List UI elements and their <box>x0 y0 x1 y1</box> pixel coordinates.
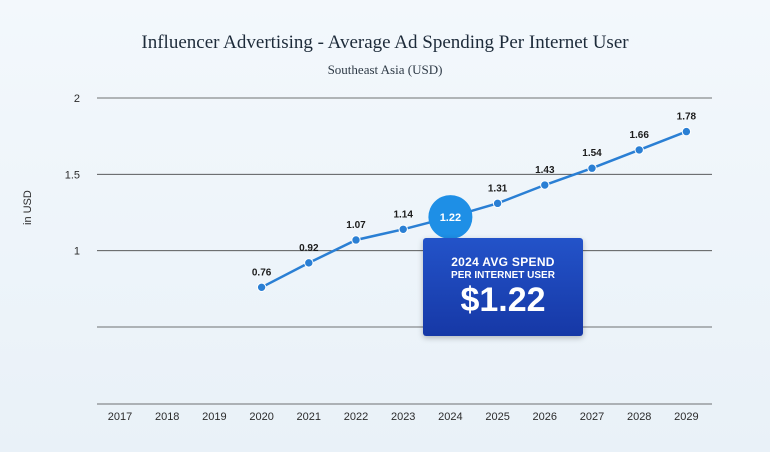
data-point <box>398 224 408 234</box>
data-point <box>256 282 267 293</box>
chart-title: Influencer Advertising - Average Ad Spen… <box>141 32 629 53</box>
data-point <box>304 258 314 268</box>
callout-value: $1.22 <box>460 281 546 319</box>
x-tick-label: 2024 <box>438 411 462 423</box>
y-tick-label: 1.5 <box>65 169 80 181</box>
data-point <box>587 163 597 173</box>
x-tick-label: 2023 <box>391 411 415 423</box>
y-tick-label: 1 <box>74 246 80 258</box>
data-label: 0.92 <box>299 243 319 254</box>
highlight-label: 1.22 <box>440 212 461 224</box>
x-tick-label: 2018 <box>155 411 179 423</box>
x-tick-label: 2017 <box>108 411 132 423</box>
data-label: 1.14 <box>393 209 413 220</box>
x-tick-label: 2019 <box>202 411 226 423</box>
data-point <box>681 126 692 137</box>
data-point <box>634 145 644 155</box>
x-tick-label: 2022 <box>344 411 368 423</box>
avg-spend-callout: 2024 AVG SPEND PER INTERNET USER $1.22 <box>423 238 583 336</box>
series-line <box>261 130 687 289</box>
data-label: 1.66 <box>629 130 649 141</box>
data-point <box>351 235 361 245</box>
data-point <box>492 198 503 209</box>
data-label: 1.07 <box>346 220 366 231</box>
data-point <box>540 180 550 190</box>
highlight-marker <box>428 195 473 240</box>
callout-line1: 2024 AVG SPEND <box>451 255 555 269</box>
x-tick-label: 2021 <box>297 411 321 423</box>
data-label: 1.43 <box>535 165 555 176</box>
chart-subtitle: Southeast Asia (USD) <box>327 62 443 77</box>
x-tick-label: 2028 <box>627 411 651 423</box>
x-tick-label: 2025 <box>485 411 509 423</box>
x-tick-label: 2027 <box>580 411 604 423</box>
data-label: 1.31 <box>488 183 508 194</box>
data-label: 0.76 <box>252 267 272 278</box>
data-label: 1.54 <box>582 148 602 159</box>
y-tick-label: 2 <box>74 93 80 105</box>
x-tick-label: 2020 <box>249 411 273 423</box>
x-tick-label: 2029 <box>674 411 698 423</box>
x-tick-label: 2026 <box>533 411 557 423</box>
data-label: 1.78 <box>677 112 697 123</box>
callout-line2: PER INTERNET USER <box>451 270 555 281</box>
